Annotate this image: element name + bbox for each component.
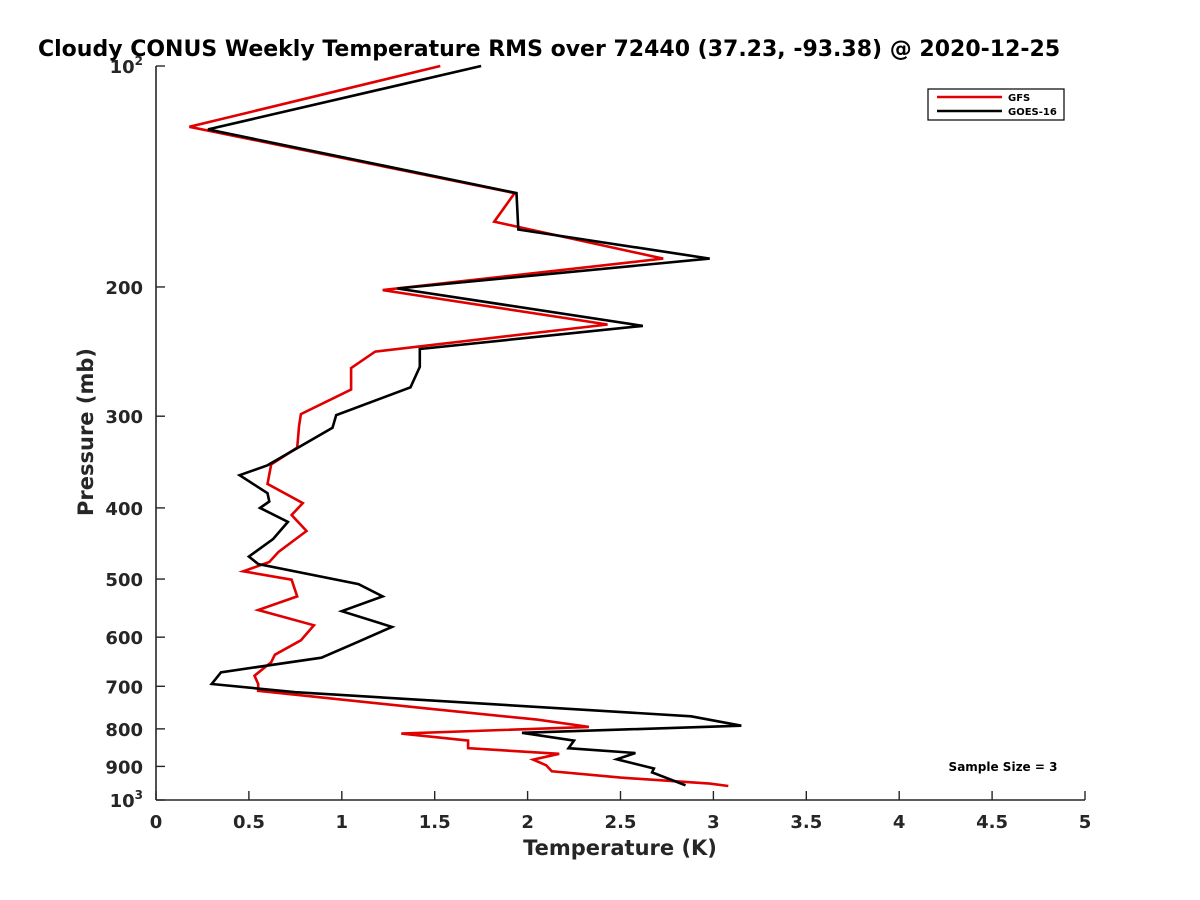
y-tick-label: 200: [105, 278, 143, 299]
y-tick-label: 300: [105, 407, 143, 428]
x-tick-label: 2.5: [605, 812, 637, 833]
y-tick-label: 103: [110, 788, 143, 812]
x-tick-label: 1: [336, 812, 349, 833]
x-tick-label: 3.5: [790, 812, 822, 833]
y-tick-label: 400: [105, 499, 143, 520]
axes: [155, 66, 1085, 801]
chart-title: Cloudy CONUS Weekly Temperature RMS over…: [38, 37, 1060, 62]
x-tick-label: 0.5: [233, 812, 265, 833]
ticks: 0 0.5 1 1.5 2 2.5 3 3.5 4 4.5 5 102 200 300 400 500 600 7…: [105, 54, 1091, 833]
x-tick-label: 5: [1079, 812, 1092, 833]
legend-box: [927, 88, 1065, 121]
x-axis-label: Temperature (K): [523, 836, 717, 860]
y-tick-label: 500: [105, 570, 143, 591]
x-tick-label: 1.5: [419, 812, 451, 833]
x-tick-label: 3: [707, 812, 720, 833]
series-line-goes16: [207, 64, 742, 787]
x-tick-label: 0: [150, 812, 163, 833]
x-tick-label: 4: [893, 812, 906, 833]
y-axis-label: Pressure (mb): [74, 348, 98, 516]
legend-label-gfs: GFS: [1008, 93, 1030, 104]
legend-label-goes16: GOES-16: [1008, 107, 1057, 118]
sample-size-annotation: Sample Size = 3: [949, 760, 1058, 774]
x-tick-label: 2: [521, 812, 534, 833]
y-tick-label: 102: [110, 54, 143, 78]
y-tick-label: 800: [105, 720, 143, 741]
y-tick-label: 700: [105, 677, 143, 698]
x-tick-label: 4.5: [976, 812, 1008, 833]
legend: GFS GOES-16: [927, 88, 1065, 121]
series-line-gfs: [189, 64, 729, 788]
y-tick-label: 900: [105, 757, 143, 778]
y-tick-label: 600: [105, 628, 143, 649]
plot-lines: [189, 64, 742, 788]
